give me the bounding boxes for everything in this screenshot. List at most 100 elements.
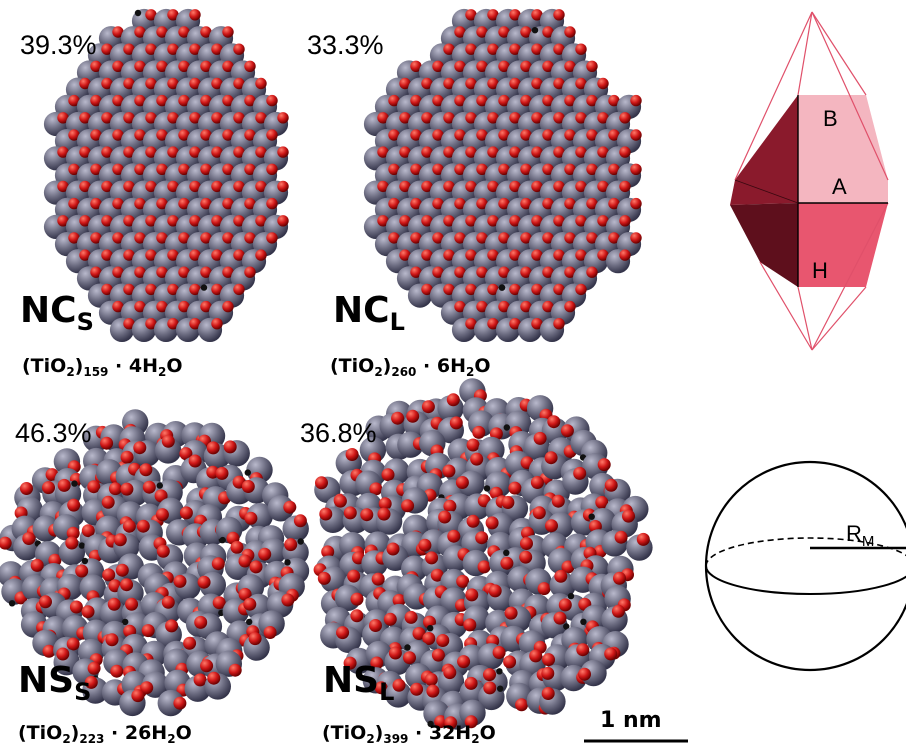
sphere-outline (704, 460, 906, 672)
octahedron-diagram: B A H (730, 11, 889, 351)
oxygen-atom (211, 318, 223, 330)
oxygen-atom (421, 249, 433, 261)
oxygen-atom (519, 550, 533, 564)
oxygen-atom (558, 598, 572, 612)
oxygen-atom (283, 500, 297, 514)
hydrogen-atom (496, 668, 503, 675)
oxygen-atom (597, 249, 609, 261)
oxygen-atom (222, 163, 234, 175)
oxygen-atom (112, 94, 124, 107)
oxygen-atom (222, 300, 234, 313)
oxygen-atom (611, 604, 625, 618)
oxygen-atom (244, 94, 256, 107)
oxygen-atom (604, 478, 618, 492)
oxygen-atom (399, 249, 411, 261)
percent-ncl: 33.3% (307, 30, 384, 60)
hydrogen-atom (134, 9, 142, 17)
oxygen-atom (544, 451, 558, 465)
oxygen-atom (509, 283, 521, 296)
oxygen-atom (476, 266, 488, 278)
oxygen-atom (608, 232, 620, 244)
oxygen-atom (454, 60, 466, 72)
oxygen-atom (520, 163, 532, 175)
oxygen-atom (597, 112, 609, 124)
oxygen-atom (509, 146, 521, 158)
titanium-atom (547, 512, 574, 539)
oxygen-atom (554, 569, 568, 583)
oxygen-atom (179, 447, 193, 461)
oxygen-atom (57, 215, 69, 227)
oxygen-atom (243, 597, 257, 611)
oxygen-atom (509, 43, 521, 55)
oxygen-atom (101, 43, 113, 55)
oxygen-atom (447, 529, 461, 543)
oxygen-atom (222, 129, 234, 141)
oxygen-atom (410, 60, 422, 72)
oxygen-atom (542, 26, 554, 38)
oxygen-atom (123, 318, 135, 330)
oxygen-atom (383, 612, 397, 626)
oxygen-atom (410, 163, 422, 175)
oxygen-atom (255, 112, 267, 124)
oxygen-atom (56, 647, 70, 661)
hydrogen-atom (156, 482, 163, 489)
oxygen-atom (465, 180, 477, 193)
oxygen-atom (465, 146, 477, 158)
oxygen-atom (424, 673, 438, 686)
oxygen-atom (466, 514, 480, 528)
oxygen-atom (134, 300, 146, 313)
oxygen-atom (586, 163, 598, 175)
oxygen-atom (101, 180, 113, 193)
oxygen-atom (0, 536, 12, 550)
formula-ncl: (TiO2)260 · 6H2O (330, 355, 491, 379)
cluster-ncl (363, 8, 642, 342)
oxygen-atom (443, 666, 457, 680)
oxygen-atom (167, 43, 179, 55)
oxygen-atom (200, 94, 212, 107)
oxygen-atom (123, 43, 135, 55)
hydrogen-atom (81, 557, 89, 565)
oxygen-atom (547, 415, 561, 429)
oxygen-atom (134, 129, 146, 141)
oxygen-atom (531, 43, 543, 55)
oxygen-atom (392, 678, 406, 692)
oxygen-atom (167, 283, 179, 296)
oxygen-atom (266, 197, 278, 210)
oxygen-atom (79, 112, 91, 124)
oxygen-atom (498, 163, 510, 175)
oxygen-atom (145, 283, 157, 296)
oxygen-atom (391, 411, 405, 425)
hydrogen-atom (427, 720, 434, 728)
oxygen-atom (123, 146, 135, 158)
oxygen-atom (476, 26, 488, 38)
oxygen-atom (178, 266, 190, 278)
oxygen-atom (509, 180, 521, 193)
oxygen-atom (477, 560, 491, 574)
hydrogen-atom (246, 618, 253, 626)
oxygen-atom (403, 651, 416, 665)
oxygen-atom (487, 249, 499, 261)
oxygen-atom (509, 249, 521, 261)
oxygen-atom (597, 215, 609, 227)
hydrogen-atom (497, 685, 504, 692)
oxygen-atom (454, 163, 466, 175)
hydrogen-atom (122, 618, 129, 626)
oxygen-atom (422, 632, 436, 645)
oxygen-atom (211, 112, 223, 124)
oxygen-atom (57, 146, 69, 158)
oxygen-atom (501, 496, 515, 509)
octa-dark-face (730, 95, 798, 205)
oxygen-atom (454, 232, 466, 244)
oxygen-atom (487, 318, 499, 330)
oxygen-atom (167, 180, 179, 193)
oxygen-atom (560, 424, 574, 438)
oxygen-atom (178, 129, 190, 141)
oxygen-atom (244, 163, 256, 175)
oxygen-atom (200, 26, 212, 38)
oxygen-atom (222, 197, 234, 210)
oxygen-atom (123, 249, 135, 261)
oxygen-atom (189, 180, 201, 193)
oxygen-atom (630, 94, 642, 107)
oxygen-atom (465, 9, 477, 21)
